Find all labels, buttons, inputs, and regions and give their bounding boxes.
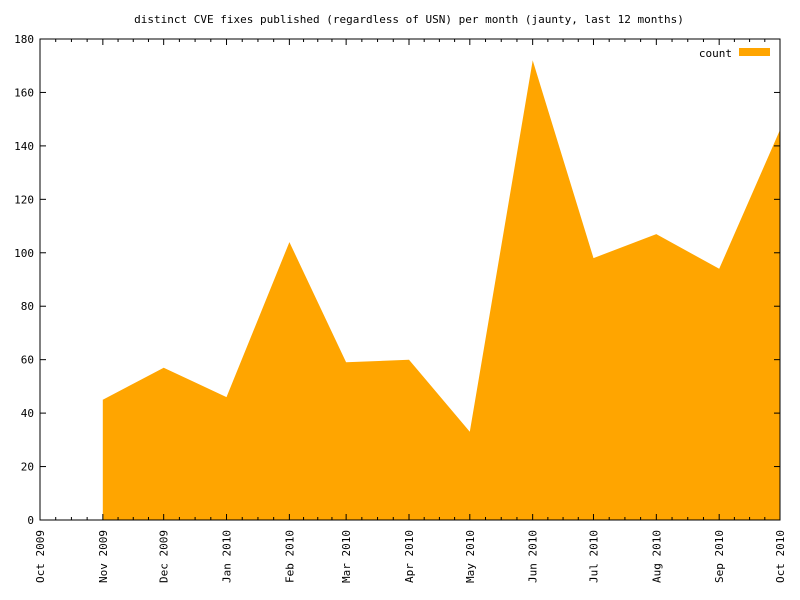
y-tick-label-4: 80 xyxy=(21,300,34,313)
y-tick-label-1: 20 xyxy=(21,461,34,474)
x-tick-label-1: Nov 2009 xyxy=(97,530,110,583)
x-tick-label-4: Feb 2010 xyxy=(283,530,296,583)
y-tick-label-6: 120 xyxy=(14,193,34,206)
x-tick-label-8: Jun 2010 xyxy=(527,530,540,583)
x-tick-label-5: Mar 2010 xyxy=(340,530,353,583)
x-tick-label-3: Jan 2010 xyxy=(221,530,234,583)
chart-title: distinct CVE fixes published (regardless… xyxy=(134,13,684,26)
legend-swatch-count xyxy=(739,48,770,56)
x-tick-label-7: May 2010 xyxy=(464,530,477,583)
legend: count xyxy=(699,47,770,60)
x-tick-label-9: Jul 2010 xyxy=(588,530,601,583)
y-tick-label-9: 180 xyxy=(14,33,34,46)
area-layer xyxy=(102,60,781,521)
y-tick-label-5: 100 xyxy=(14,247,34,260)
x-tick-label-2: Dec 2009 xyxy=(158,530,171,583)
y-tick-label-3: 60 xyxy=(21,354,34,367)
x-tick-label-0: Oct 2009 xyxy=(34,530,47,583)
plot-frame xyxy=(39,38,781,521)
y-tick-label-7: 140 xyxy=(14,140,34,153)
y-tick-label-8: 160 xyxy=(14,86,34,99)
y-tick-label-2: 40 xyxy=(21,407,34,420)
axes-layer: 0 20 40 60 80 100 120 140 160 180 Oct 2009 Nov 2009… xyxy=(14,33,787,583)
x-tick-label-6: Apr 2010 xyxy=(403,530,416,583)
x-tick-label-10: Aug 2010 xyxy=(650,530,663,583)
x-tick-label-12: Oct 2010 xyxy=(774,530,787,583)
y-tick-label-0: 0 xyxy=(27,514,34,527)
area-series-count xyxy=(102,60,781,521)
legend-label-count: count xyxy=(699,47,732,60)
x-tick-label-11: Sep 2010 xyxy=(713,530,726,583)
